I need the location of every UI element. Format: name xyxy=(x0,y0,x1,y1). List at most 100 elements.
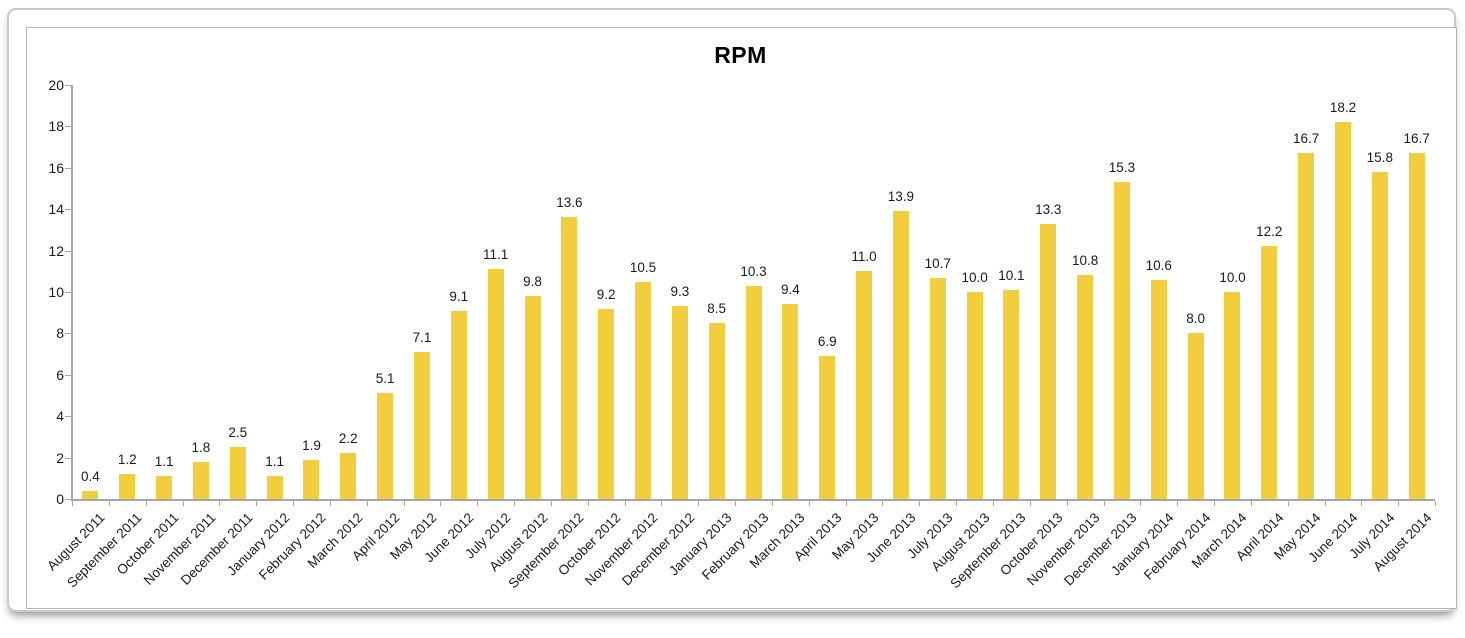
bar xyxy=(229,447,246,499)
bar xyxy=(708,323,725,499)
bar-value-label: 10.7 xyxy=(924,255,951,271)
chart-card: RPM 0 2 4 6 8 10 12 14 16 18 20 0.4 August 2011 1.2 Se… xyxy=(7,8,1457,612)
x-tick xyxy=(661,501,663,506)
bar-value-label: 13.9 xyxy=(887,189,915,205)
bar xyxy=(782,304,799,499)
x-tick xyxy=(1066,501,1068,506)
bar-value-label: 1.9 xyxy=(302,437,321,453)
y-tick-label: 16 xyxy=(48,159,64,176)
x-tick xyxy=(403,501,405,506)
bar-value-label: 2.2 xyxy=(338,431,358,447)
y-tick xyxy=(65,167,71,169)
bar xyxy=(303,459,320,499)
x-tick xyxy=(145,501,147,506)
x-tick xyxy=(1250,501,1252,506)
bar xyxy=(1040,223,1057,499)
y-tick-label: 10 xyxy=(48,284,64,300)
bar xyxy=(1261,246,1278,499)
x-tick xyxy=(1435,501,1437,506)
y-tick-label: 18 xyxy=(48,118,64,135)
x-tick xyxy=(993,501,994,506)
bar xyxy=(413,352,430,499)
x-tick xyxy=(808,501,810,506)
bar-value-label: 0.4 xyxy=(81,468,100,484)
bar-value-label: 1.8 xyxy=(191,439,211,455)
y-tick-label: 12 xyxy=(48,242,64,259)
bar-value-label: 10.0 xyxy=(961,270,988,285)
bar-value-label: 16.7 xyxy=(1292,131,1320,147)
x-tick xyxy=(698,501,700,506)
bar xyxy=(82,490,99,499)
x-tick xyxy=(440,501,442,506)
x-tick xyxy=(919,501,921,506)
bar-value-label: 10.8 xyxy=(1071,253,1099,269)
x-tick xyxy=(329,501,331,506)
y-tick-label: 20 xyxy=(48,77,64,93)
bar-value-label: 9.2 xyxy=(596,286,616,302)
bar-value-label: 13.3 xyxy=(1035,201,1062,217)
x-tick xyxy=(256,501,258,506)
x-tick xyxy=(587,501,589,506)
bar-value-label: 12.2 xyxy=(1256,224,1283,240)
bar xyxy=(635,281,652,499)
bar xyxy=(377,393,394,499)
y-axis xyxy=(71,85,73,501)
x-tick xyxy=(477,501,479,506)
y-tick xyxy=(65,499,71,500)
bar xyxy=(1371,171,1388,499)
x-tick xyxy=(1398,501,1400,506)
y-tick xyxy=(65,209,71,211)
bar xyxy=(1150,279,1167,499)
y-tick-label: 8 xyxy=(56,325,64,342)
y-tick-label: 0 xyxy=(56,491,64,507)
bar xyxy=(1298,153,1315,499)
bar-value-label: 10.3 xyxy=(740,263,767,279)
y-tick xyxy=(65,333,71,335)
bar xyxy=(524,296,541,499)
x-tick xyxy=(1029,501,1031,506)
bar xyxy=(966,292,983,499)
bar xyxy=(1187,333,1204,499)
bar xyxy=(856,271,873,499)
bar-value-label: 8.5 xyxy=(707,301,727,317)
bar-value-label: 10.5 xyxy=(629,259,657,275)
x-tick xyxy=(366,501,368,506)
y-tick-label: 4 xyxy=(56,408,64,425)
bar-value-label: 10.0 xyxy=(1219,270,1246,285)
bar xyxy=(929,277,946,499)
bar-value-label: 1.1 xyxy=(154,454,174,470)
y-tick xyxy=(65,126,71,128)
x-tick xyxy=(182,501,184,506)
x-tick xyxy=(1214,501,1216,506)
y-tick xyxy=(65,374,71,376)
bar xyxy=(1334,122,1351,499)
x-tick xyxy=(293,501,295,506)
bar-value-label: 1.1 xyxy=(265,454,284,470)
x-tick xyxy=(1177,501,1179,506)
x-tick xyxy=(771,501,773,506)
bar-value-label: 2.5 xyxy=(228,425,248,441)
bar-value-label: 8.0 xyxy=(1186,311,1205,327)
y-tick-label: 6 xyxy=(56,366,64,383)
x-tick xyxy=(1324,501,1326,506)
x-tick xyxy=(1140,501,1142,506)
bar xyxy=(266,476,283,499)
x-tick xyxy=(514,501,516,506)
bar xyxy=(745,285,762,499)
y-tick-label: 14 xyxy=(48,201,64,218)
x-tick xyxy=(956,501,958,506)
bar-value-label: 9.1 xyxy=(449,288,469,304)
bar xyxy=(671,306,688,499)
bar-value-label: 16.7 xyxy=(1403,131,1430,147)
x-tick xyxy=(550,501,552,506)
x-tick xyxy=(72,501,73,506)
bar-value-label: 9.4 xyxy=(780,282,800,298)
x-tick xyxy=(735,501,737,506)
bar xyxy=(192,461,209,499)
x-tick xyxy=(1103,501,1105,506)
bar xyxy=(561,217,578,499)
bar-value-label: 13.6 xyxy=(556,195,583,211)
y-tick-label: 2 xyxy=(56,449,64,466)
y-tick xyxy=(65,457,71,459)
